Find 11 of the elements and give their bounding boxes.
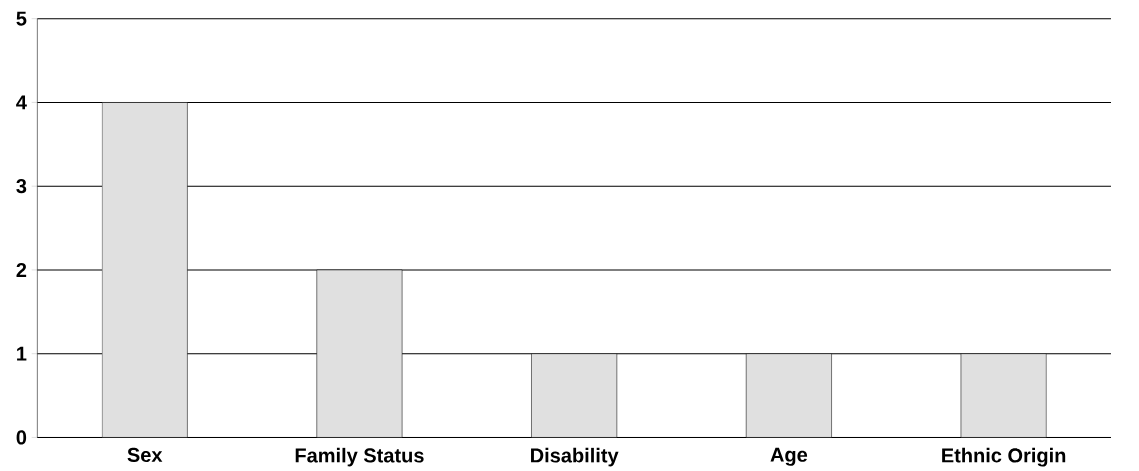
y-tick-label: 0 <box>16 430 27 445</box>
x-tick-label: Age <box>770 447 808 466</box>
y-tick-label: 2 <box>16 262 27 277</box>
y-tick-label: 3 <box>16 179 27 194</box>
x-tick-label: Family Status <box>295 447 424 467</box>
y-tick-label: 4 <box>16 95 27 110</box>
y-tick-label: 1 <box>17 346 27 361</box>
y-tick-label: 5 <box>16 11 27 26</box>
x-tick-label: Sex <box>127 447 163 462</box>
x-tick-label: Disability <box>531 447 619 467</box>
x-tick-label: Ethnic Origin <box>942 447 1066 467</box>
